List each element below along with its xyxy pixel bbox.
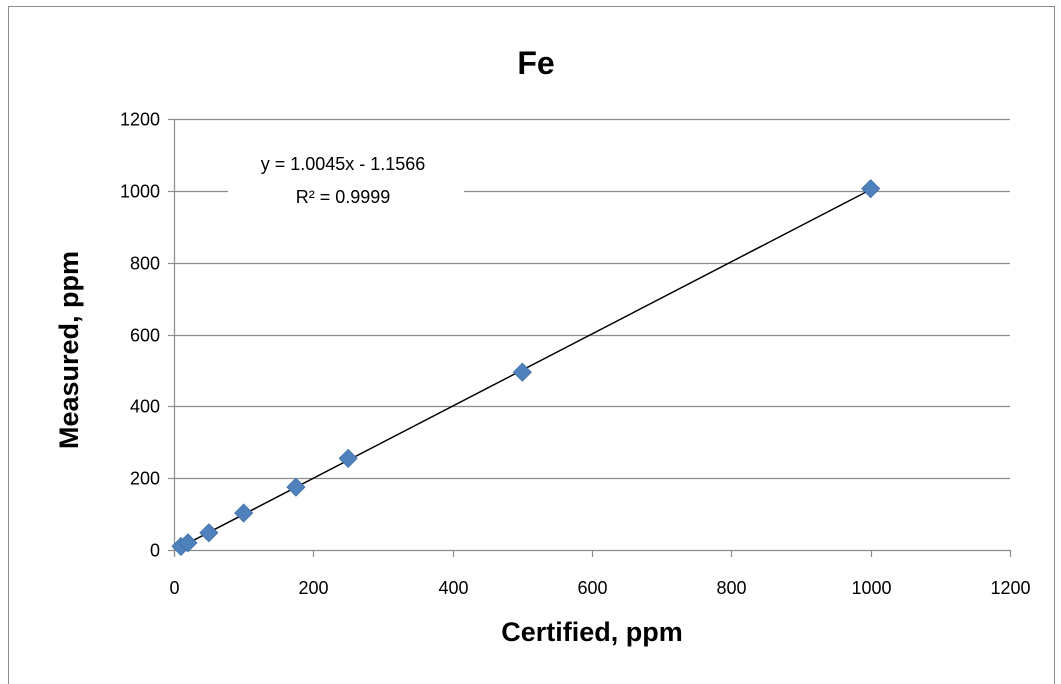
- y-tick-label-4: 800: [130, 254, 160, 274]
- data-point-6: [512, 362, 532, 382]
- data-point-3: [234, 503, 254, 523]
- y-axis-title: Measured, ppm: [54, 251, 84, 449]
- chart-frame: [8, 6, 1055, 684]
- data-point-4: [286, 477, 306, 497]
- x-axis-title: Certified, ppm: [501, 617, 683, 647]
- x-tick-label-6: 1200: [990, 578, 1030, 598]
- x-tick-label-4: 800: [716, 578, 746, 598]
- x-tick-label-3: 600: [577, 578, 607, 598]
- data-point-7: [861, 179, 881, 199]
- data-point-5: [338, 448, 358, 468]
- chart-title: Fe: [517, 45, 554, 81]
- data-points: [171, 179, 881, 556]
- x-tick-label-2: 400: [438, 578, 468, 598]
- trendline-r-squared: R² = 0.9999: [296, 187, 391, 207]
- equation-label-background: [228, 150, 464, 216]
- y-tick-label-2: 400: [130, 397, 160, 417]
- x-tick-label-1: 200: [298, 578, 328, 598]
- x-tick-label-5: 1000: [851, 578, 891, 598]
- x-tick-label-0: 0: [169, 578, 179, 598]
- y-tick-label-0: 0: [150, 541, 160, 561]
- data-point-2: [199, 523, 219, 543]
- trendline-equation: y = 1.0045x - 1.1566: [261, 154, 426, 174]
- tick-labels: 0 200 400 600 800 1000 1200 0 200 400 600 800 1000 12…: [120, 110, 1031, 599]
- y-tick-label-5: 1000: [120, 182, 160, 202]
- data-point-1: [178, 533, 198, 553]
- y-tick-label-1: 200: [130, 469, 160, 489]
- axes: [168, 118, 1012, 557]
- y-tick-label-3: 600: [130, 326, 160, 346]
- y-tick-label-6: 1200: [120, 110, 160, 130]
